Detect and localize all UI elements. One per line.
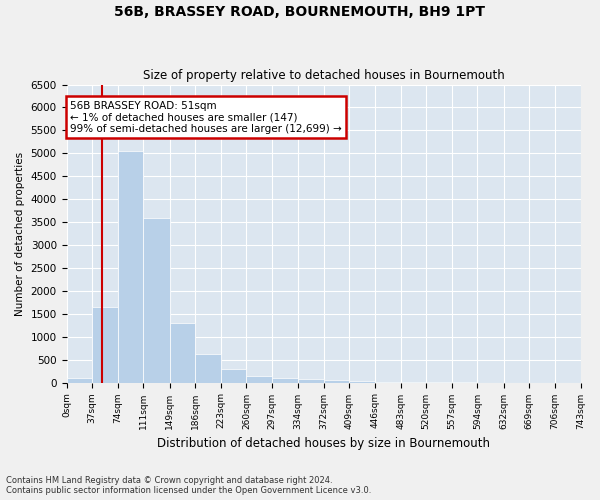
Bar	[118, 151, 143, 382]
Bar	[195, 354, 221, 382]
Text: Contains HM Land Registry data © Crown copyright and database right 2024.
Contai: Contains HM Land Registry data © Crown c…	[6, 476, 371, 495]
Bar	[349, 381, 375, 382]
Bar	[272, 378, 298, 382]
Bar	[221, 369, 247, 382]
Title: Size of property relative to detached houses in Bournemouth: Size of property relative to detached ho…	[143, 69, 505, 82]
Bar	[143, 218, 170, 382]
Bar	[298, 379, 324, 382]
Y-axis label: Number of detached properties: Number of detached properties	[15, 152, 25, 316]
Bar	[67, 378, 92, 382]
Text: 56B, BRASSEY ROAD, BOURNEMOUTH, BH9 1PT: 56B, BRASSEY ROAD, BOURNEMOUTH, BH9 1PT	[115, 5, 485, 19]
Bar	[92, 307, 118, 382]
Bar	[247, 376, 272, 382]
Bar	[170, 323, 195, 382]
Bar	[324, 380, 349, 382]
X-axis label: Distribution of detached houses by size in Bournemouth: Distribution of detached houses by size …	[157, 437, 490, 450]
Text: 56B BRASSEY ROAD: 51sqm
← 1% of detached houses are smaller (147)
99% of semi-de: 56B BRASSEY ROAD: 51sqm ← 1% of detached…	[70, 100, 342, 134]
